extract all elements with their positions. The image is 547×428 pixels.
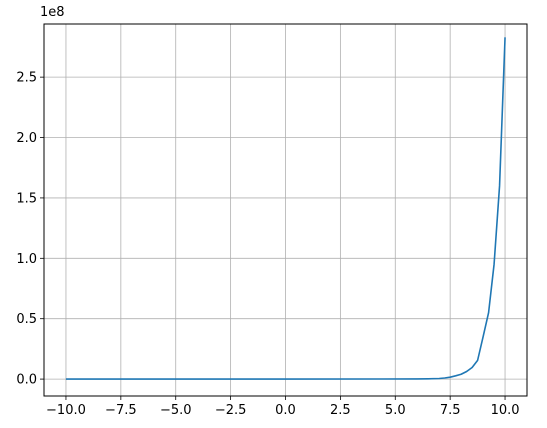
y-tick-label: 0.0	[16, 373, 37, 388]
y-tick-label: 1.0	[16, 252, 37, 267]
x-tick-label: 10.0	[491, 403, 520, 418]
x-tick-label: 7.5	[440, 403, 461, 418]
x-tick-label: −5.0	[160, 403, 192, 418]
series-layer	[65, 37, 506, 380]
y-tick-label: 1.5	[16, 191, 37, 206]
x-tick-label: 5.0	[385, 403, 406, 418]
x-tick-label: 0.0	[275, 403, 296, 418]
y-offset-label: 1e8	[40, 5, 65, 20]
grid-lines	[44, 24, 527, 396]
x-axis: −10.0 −7.5 −5.0 −2.5 0.0 2.5 5.0 7.5 10.0	[46, 396, 520, 418]
x-tick-label: 2.5	[330, 403, 351, 418]
y-tick-label: 0.5	[16, 312, 37, 327]
y-axis: 0.0 0.5 1.0 1.5 2.0 2.5	[16, 71, 44, 388]
y-tick-label: 2.5	[16, 71, 37, 86]
series-line	[65, 37, 506, 380]
x-tick-label: −2.5	[215, 403, 247, 418]
x-tick-label: −7.5	[105, 403, 137, 418]
x-tick-label: −10.0	[46, 403, 86, 418]
y-tick-label: 2.0	[16, 131, 37, 146]
